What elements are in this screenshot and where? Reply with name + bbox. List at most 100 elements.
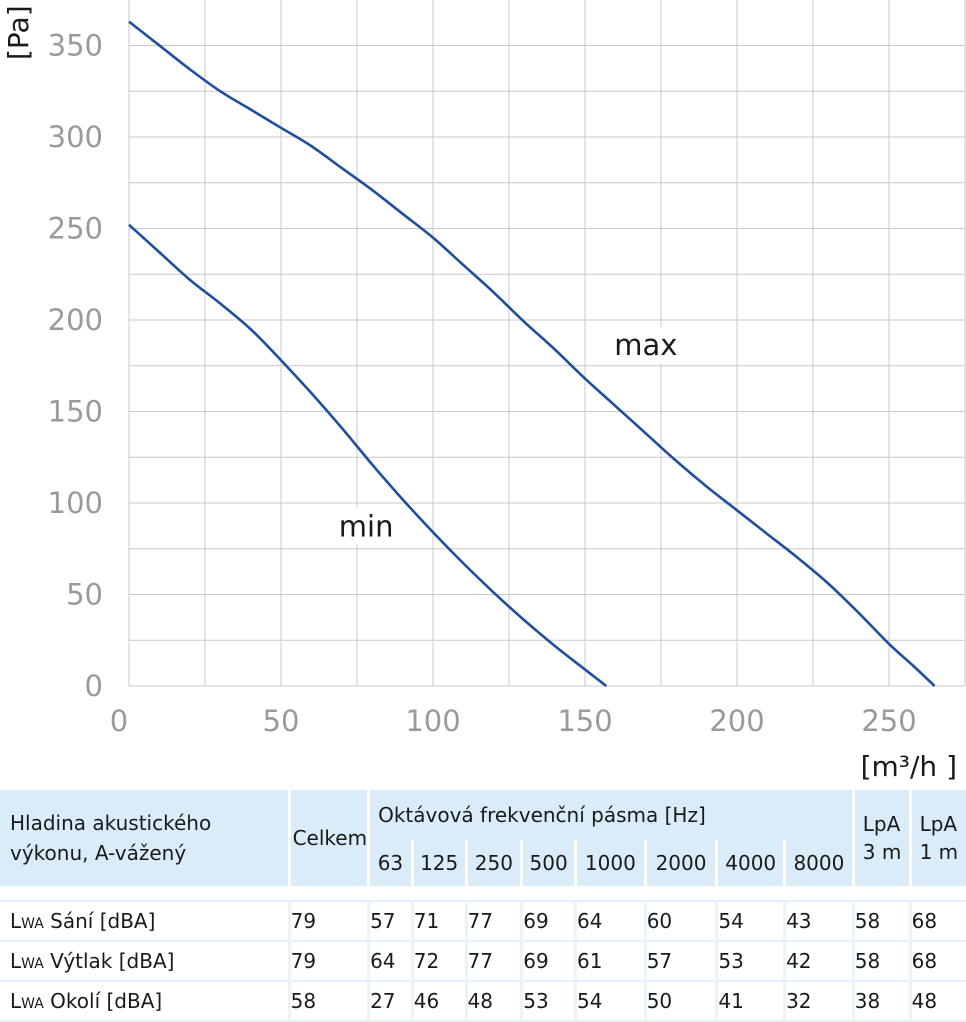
row-label-text: Výtlak [dBA] [43,949,175,973]
table-cell: 58 [853,900,912,942]
fan-curve-chart: 0 50 100 150 200 250 300 350 0 50 100 150 200 250 ma… [2,0,966,783]
spacer-cell [0,886,966,901]
row-label-subscript: WA [21,996,44,1012]
table-cell: 43 [784,900,855,942]
band-250: 250 [466,840,524,886]
annotation-min: min [339,509,394,543]
x-tick-label: 250 [861,704,916,738]
table-cell: 57 [645,941,719,982]
row-label: LWA Okolí [dBA] [0,981,291,1022]
header-lpa1-text: LpA 1 m [919,812,959,864]
header-label-text: Hladina akustického výkonu, A-vážený [10,811,212,865]
table-cell: 50 [645,981,719,1022]
band-label: 2000 [655,851,707,875]
table-cell: 57 [368,900,414,942]
band-8000: 8000 [784,840,855,886]
header-lpa1: LpA 1 m [910,790,966,886]
table-cell: 68 [910,900,966,942]
row-label: LWA Výtlak [dBA] [0,941,291,982]
table-body: LWA Sání [dBA] 79 57 71 77 69 64 60 54 43 58 68 LWA … [0,900,966,1022]
table-cell: 68 [910,941,966,982]
table-cell: 69 [521,900,577,942]
table-cell: 27 [368,981,414,1022]
band-4000: 4000 [716,840,787,886]
band-label: 500 [529,851,568,875]
y-tick-label: 250 [48,211,103,245]
table-cell: 60 [645,900,719,942]
row-label-prefix: L [10,949,22,973]
table-cell: 54 [716,900,787,942]
band-label: 125 [420,851,459,875]
table-cell: 58 [853,941,912,982]
row-label-prefix: L [10,909,22,933]
header-label: Hladina akustického výkonu, A-vážený [0,790,291,886]
table-cell: 77 [466,900,524,942]
table-row: LWA Sání [dBA] 79 57 71 77 69 64 60 54 43 58 68 [0,900,966,942]
table-cell: 48 [910,981,966,1022]
table-cell: 53 [716,941,787,982]
header-octave-text: Oktávová frekvenční pásma [Hz] [378,803,706,827]
table-spacer [0,886,966,901]
header-octave-title: Oktávová frekvenční pásma [Hz] [368,790,855,840]
y-tick-label: 100 [48,486,103,520]
row-label-subscript: WA [21,916,44,932]
band-125: 125 [412,840,468,886]
x-tick-label: 0 [110,704,128,738]
series-curves [128,20,936,688]
y-axis-ticks: 0 50 100 150 200 250 300 350 [48,28,103,703]
acoustic-table: Hladina akustického výkonu, A-vážený Cel… [0,790,966,1022]
row-label-prefix: L [10,989,22,1013]
table-cell: 46 [412,981,468,1022]
header-lpa3: LpA 3 m [853,790,912,886]
y-tick-label: 0 [85,669,103,703]
band-2000: 2000 [645,840,719,886]
y-tick-label: 50 [66,577,103,611]
band-label: 63 [377,851,404,875]
x-tick-label: 150 [557,704,612,738]
x-tick-label: 50 [263,704,300,738]
x-axis-ticks: 0 50 100 150 200 250 [110,704,917,738]
band-label: 250 [474,851,513,875]
band-63: 63 [368,840,414,886]
table-cell: 64 [575,900,647,942]
grid-lines [128,0,966,687]
table-cell: 71 [412,900,468,942]
y-tick-label: 200 [48,303,103,337]
series-line-max [128,20,936,687]
header-celkem: Celkem [289,790,371,886]
annotation-max: max [614,328,677,362]
table-cell: 58 [289,981,371,1022]
table-cell: 77 [466,941,524,982]
series-line-min [128,223,608,688]
annotation-bg [331,508,402,545]
table-cell: 48 [466,981,524,1022]
table-cell: 72 [412,941,468,982]
y-tick-label: 300 [48,120,103,154]
table-row: LWA Okolí [dBA] 58 27 46 48 53 54 50 41 32 38 48 [0,981,966,1022]
table-row: LWA Výtlak [dBA] 79 64 72 77 69 61 57 53 42 58 68 [0,941,966,982]
curve-annotations: max min [331,327,681,545]
header-celkem-text: Celkem [292,826,368,850]
table-cell: 54 [575,981,647,1022]
table-cell: 61 [575,941,647,982]
band-label: 1000 [584,851,636,875]
table-cell: 42 [784,941,855,982]
y-tick-label: 150 [48,394,103,428]
annotation-bg [610,327,681,364]
y-axis-label: [Pa] [2,5,35,60]
band-label: 4000 [725,851,777,875]
x-axis-label: [m³/h ] [861,750,957,783]
x-tick-label: 200 [709,704,764,738]
header-lpa3-text: LpA 3 m [862,812,902,864]
row-label: LWA Sání [dBA] [0,900,291,942]
table-header-row: Hladina akustického výkonu, A-vážený Cel… [0,790,966,886]
band-1000: 1000 [575,840,647,886]
row-label-text: Okolí [dBA] [43,989,163,1013]
table-cell: 53 [521,981,577,1022]
band-label: 8000 [793,851,845,875]
band-500: 500 [521,840,577,886]
row-label-subscript: WA [21,956,44,972]
table-cell: 79 [289,941,371,982]
x-tick-label: 100 [405,704,460,738]
table-cell: 69 [521,941,577,982]
